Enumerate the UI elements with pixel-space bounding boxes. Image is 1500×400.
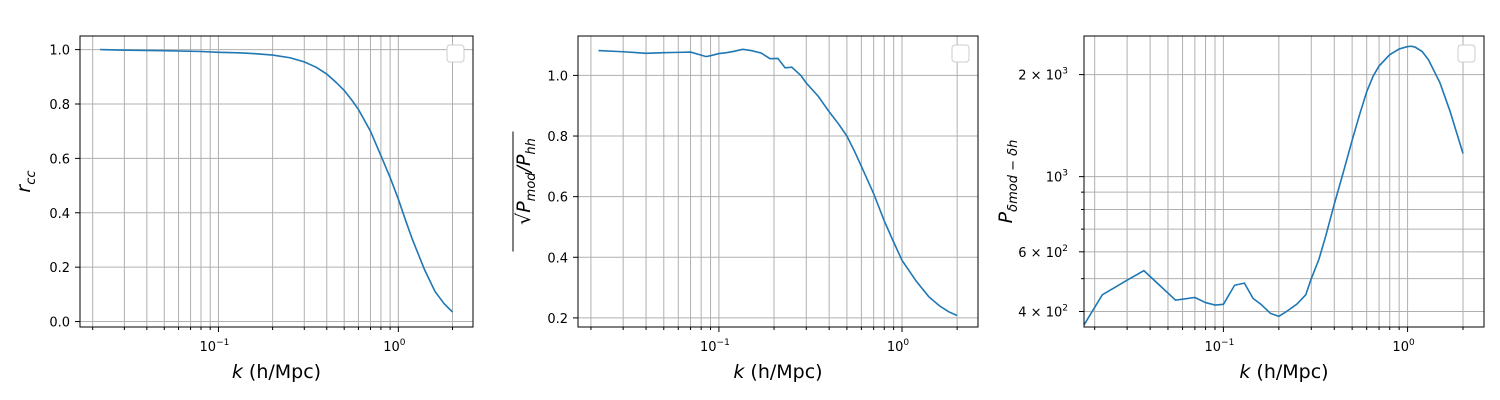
y-tick-label: 0.4 (547, 251, 568, 266)
y-tick-label: 0.6 (547, 191, 568, 206)
x-axis-label: k (h/Mpc) (1239, 361, 1328, 383)
y-tick-label: 103 (1046, 169, 1068, 186)
y-tick-label: 1.0 (49, 44, 70, 59)
y-tick-label: 4 × 102 (1018, 303, 1068, 320)
x-tick-label: 100 (383, 338, 406, 355)
x-axis-label: k (h/Mpc) (733, 361, 822, 383)
y-tick-label: 0.2 (547, 312, 568, 327)
y-tick-label: 1.0 (547, 69, 568, 84)
axes-frame (79, 35, 474, 328)
x-tick-label: 100 (887, 338, 910, 355)
chart-panel-3: 10−1 100 4 × 102 6 × 102 103 2 × 103 k (h/Mpc)… (995, 35, 1485, 383)
y-tick-label: 0.8 (547, 130, 568, 145)
legend-box (1457, 44, 1476, 63)
grid (80, 36, 473, 327)
y-axis-label: √Pmod/Phh (513, 138, 539, 225)
series-line-1 (100, 48, 454, 313)
x-tick-label: 10−1 (700, 338, 730, 355)
series-line-1 (1084, 45, 1464, 326)
y-tick-label: 6 × 102 (1018, 244, 1068, 261)
x-tick-label: 10−1 (1204, 338, 1234, 355)
y-axis-label: rcc (13, 170, 39, 192)
x-tick-label: 10−1 (200, 338, 230, 355)
y-axis-label: Pδmod − δh (995, 140, 1021, 224)
y-tick-label: 2 × 103 (1018, 67, 1068, 84)
y-tick-label: 0.8 (49, 98, 70, 113)
axes-frame (1083, 35, 1485, 328)
legend-box (951, 44, 970, 63)
grid (1084, 36, 1484, 327)
y-tick-label: 0.4 (49, 207, 70, 222)
x-tick-label: 100 (1392, 338, 1415, 355)
series-line-1 (598, 48, 958, 317)
legend-box (446, 44, 465, 63)
x-axis-label: k (h/Mpc) (232, 361, 321, 383)
chart-panel-1: 10−1 100 0.0 0.2 0.4 0.6 0.8 1.0 k (h/Mpc) rcc (13, 35, 474, 383)
y-tick-label: 0.6 (49, 152, 70, 167)
chart-panel-2: 10−1 100 0.2 0.4 0.6 0.8 1.0 k (h/Mpc) √Pmod/Phh (512, 35, 979, 383)
y-tick-label: 0.2 (49, 261, 70, 276)
y-tick-label: 0.0 (49, 316, 70, 331)
axes-frame (577, 35, 979, 328)
grid (578, 36, 978, 327)
